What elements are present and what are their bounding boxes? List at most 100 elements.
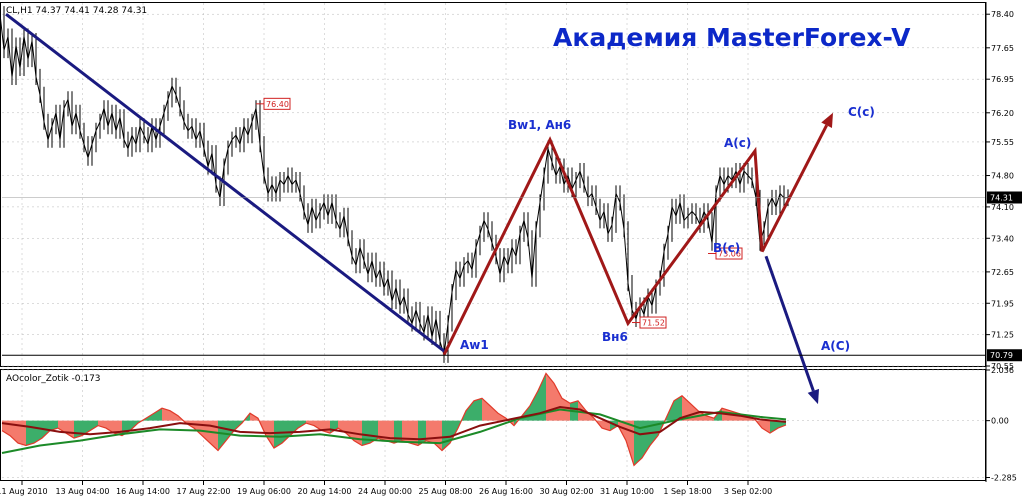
indicator-outline <box>1 372 787 467</box>
price-tick-label: 71.25 <box>991 331 1014 340</box>
price-mark-box <box>715 247 743 260</box>
indicator-avg-line <box>1 408 787 454</box>
time-tick-label: 17 Aug 22:00 <box>177 487 231 496</box>
indicator-bar <box>554 383 562 421</box>
indicator-bar <box>402 420 410 444</box>
indicator-bar <box>378 420 386 441</box>
level-label: 70.79 <box>990 351 1013 360</box>
indicator-tick-label: 0.00 <box>991 417 1009 426</box>
price-series <box>0 6 789 363</box>
indicator-bar <box>98 420 106 429</box>
indicator-bar <box>162 408 170 421</box>
price-mark-label: 73.06 <box>718 250 741 259</box>
time-tick-label: 24 Aug 00:00 <box>358 487 412 496</box>
arrow-down-shaft <box>764 255 815 392</box>
price-tick-label: 74.80 <box>991 172 1014 181</box>
time-tick-label: 30 Aug 02:00 <box>540 487 594 496</box>
wave-label-cc: C(c) <box>848 105 875 119</box>
price-tick-label: 76.95 <box>991 75 1014 84</box>
indicator-bar <box>34 420 42 444</box>
indicator-bar <box>274 420 282 448</box>
wave-label-ac: A(c) <box>724 136 751 150</box>
wave-label-bw1: Bw1, Aн6 <box>508 118 571 132</box>
indicator-pane-frame <box>0 369 986 481</box>
price-mark-box <box>639 316 667 329</box>
indicator-bar <box>466 400 474 421</box>
wave-path <box>442 136 764 356</box>
ohlc-label: CL,H1 74.37 74.41 74.28 74.31 <box>6 6 147 16</box>
indicator-bar <box>18 420 26 446</box>
price-tick-label: 72.65 <box>991 268 1014 277</box>
time-tick-label: 11 Aug 2010 <box>0 487 48 496</box>
price-tick-label: 78.40 <box>991 10 1014 19</box>
current-price-label: 74.31 <box>990 193 1013 202</box>
indicator-bar <box>442 420 450 451</box>
time-tick-label: 1 Sep 18:00 <box>663 487 711 496</box>
price-tick-label: 77.65 <box>991 44 1014 53</box>
indicator-bar <box>538 373 546 421</box>
indicator-bar <box>474 398 482 421</box>
indicator-bar <box>338 420 346 434</box>
time-axis-ticks: 11 Aug 2010 13 Aug 04:00 16 Aug 14:00 17 Au… <box>0 481 772 496</box>
price-tick-label: 74.10 <box>991 203 1014 212</box>
price-line <box>0 14 789 355</box>
price-axis-ticks: 78.40 77.65 76.95 76.20 75.55 74.80 74.10 73.40… <box>986 10 1014 371</box>
downtrend-line <box>5 13 447 354</box>
indicator-tick-label: 2.036 <box>991 366 1014 375</box>
wave-label-bn6: Bн6 <box>602 330 628 344</box>
time-tick-label: 31 Aug 10:00 <box>600 487 654 496</box>
price-tick-label: 70.55 <box>991 362 1014 371</box>
indicator-bar <box>362 420 370 446</box>
indicator-bar <box>642 420 650 458</box>
price-tick-label: 73.40 <box>991 234 1014 243</box>
indicator-bar <box>58 420 66 434</box>
time-tick-label: 26 Aug 16:00 <box>479 487 533 496</box>
indicator-bar <box>386 420 394 444</box>
indicator-bar <box>762 420 770 434</box>
indicator-bar <box>154 408 162 421</box>
price-tick-label: 75.55 <box>991 138 1014 147</box>
time-tick-label: 13 Aug 04:00 <box>56 487 110 496</box>
time-tick-label: 3 Sep 02:00 <box>724 487 772 496</box>
indicator-bar <box>82 420 90 436</box>
price-tick-label: 76.20 <box>991 109 1014 118</box>
wave-label-aC: A(C) <box>821 339 850 353</box>
indicator-tick-label: -2.285 <box>991 474 1017 483</box>
indicator-bar <box>674 395 682 421</box>
indicator-bar <box>770 420 778 434</box>
indicator-bar <box>346 420 354 441</box>
indicator-lines <box>1 372 787 467</box>
level-box <box>987 349 1022 362</box>
price-pane-frame <box>0 2 986 367</box>
banner-title: Академия MasterForex-V <box>553 23 911 52</box>
indicator-bar <box>210 420 218 451</box>
indicator-grid <box>2 369 985 480</box>
indicator-bar <box>426 420 434 444</box>
indicator-bar <box>194 420 202 436</box>
indicator-bar <box>106 420 114 434</box>
indicator-label: AOcolor_Zotik -0.173 <box>6 374 101 384</box>
arrow-up-shaft <box>760 124 828 253</box>
indicator-bar <box>266 420 274 448</box>
time-tick-label: 19 Aug 06:00 <box>237 487 291 496</box>
wave-label-aw1: Aw1 <box>460 338 489 352</box>
indicator-bar <box>170 410 178 421</box>
indicator-axis-ticks: 2.036 0.00 -2.285 <box>986 366 1017 483</box>
indicator-bar <box>450 420 458 444</box>
indicator-histogram <box>2 373 786 466</box>
arrow-up-head <box>821 112 833 128</box>
arrow-down-head <box>807 388 820 405</box>
price-mark-label: 76.40 <box>266 100 289 109</box>
indicator-bar <box>10 420 18 444</box>
indicator-bar <box>394 420 402 444</box>
wave-label-bc: B(c) <box>713 241 740 255</box>
indicator-bar <box>314 420 322 431</box>
time-tick-label: 20 Aug 14:00 <box>298 487 352 496</box>
price-tick-label: 71.95 <box>991 299 1014 308</box>
current-price-box <box>987 191 1022 204</box>
price-grid <box>2 3 985 367</box>
indicator-bar <box>26 420 34 446</box>
indicator-bar <box>370 420 378 444</box>
time-tick-label: 16 Aug 14:00 <box>116 487 170 496</box>
